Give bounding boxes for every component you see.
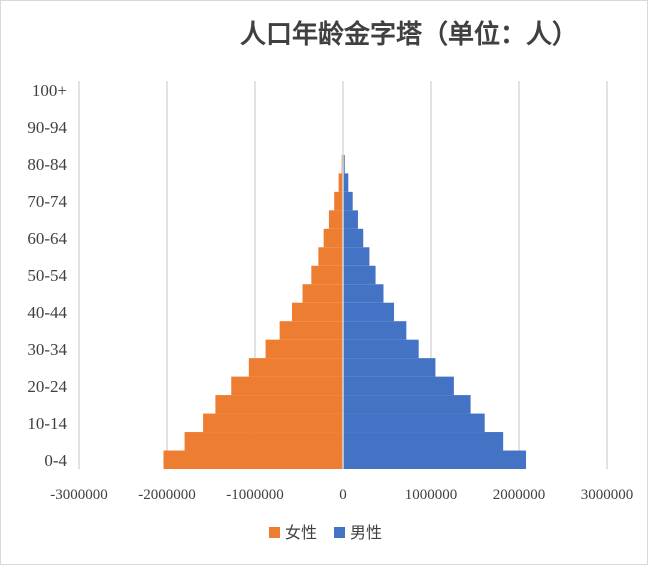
legend-label-male: 男性 (350, 523, 382, 542)
legend-swatch-male (334, 527, 345, 538)
legend-label-female: 女性 (285, 523, 317, 542)
y-tick-label: 50-54 (27, 266, 67, 285)
bar-female-20-24 (231, 377, 343, 395)
bar-male-35-39 (343, 321, 406, 339)
x-tick-label: 1000000 (405, 487, 458, 503)
bar-female-5-9 (185, 432, 343, 450)
bar-female-35-39 (280, 321, 343, 339)
bar-male-50-54 (343, 266, 376, 284)
x-tick-label: 3000000 (581, 487, 634, 503)
bar-male-30-34 (343, 340, 419, 358)
bar-male-20-24 (343, 377, 454, 395)
bars (163, 99, 526, 469)
x-tick-label: -3000000 (50, 487, 108, 503)
bar-male-65-69 (343, 210, 358, 228)
bar-female-70-74 (334, 192, 343, 210)
y-tick-label: 60-64 (27, 229, 67, 248)
y-tick-label: 100+ (32, 81, 67, 100)
legend-swatch-female (269, 527, 280, 538)
bar-female-10-14 (203, 414, 343, 432)
bar-female-30-34 (266, 340, 343, 358)
y-tick-label: 70-74 (27, 192, 67, 211)
bar-female-65-69 (329, 210, 343, 228)
x-tick-label: -2000000 (138, 487, 196, 503)
bar-male-60-64 (343, 229, 363, 247)
bar-male-25-29 (343, 358, 435, 376)
y-tick-label: 0-4 (44, 451, 67, 470)
bar-male-5-9 (343, 432, 503, 450)
bar-female-45-49 (303, 284, 343, 302)
y-tick-label: 40-44 (27, 303, 67, 322)
bar-female-40-44 (292, 303, 343, 321)
x-axis-labels: -3000000 -2000000 -1000000 0 1000000 2000000 3… (50, 487, 633, 503)
bar-male-40-44 (343, 303, 394, 321)
bar-male-0-4 (343, 451, 526, 469)
x-tick-label: -1000000 (226, 487, 284, 503)
chart-title: 人口年龄金字塔（单位：人） (240, 19, 578, 50)
bar-female-60-64 (324, 229, 343, 247)
bar-female-0-4 (163, 451, 343, 469)
y-tick-label: 20-24 (27, 377, 67, 396)
bar-female-15-19 (215, 395, 343, 413)
bar-female-50-54 (311, 266, 343, 284)
bar-male-75-79 (343, 173, 348, 191)
bar-male-45-49 (343, 284, 383, 302)
bar-male-15-19 (343, 395, 471, 413)
bar-male-55-59 (343, 247, 369, 265)
y-tick-label: 30-34 (27, 340, 67, 359)
x-tick-label: 2000000 (493, 487, 546, 503)
y-tick-label: 10-14 (27, 414, 67, 433)
bar-female-25-29 (249, 358, 343, 376)
legend: 女性 男性 (269, 523, 382, 542)
bar-male-70-74 (343, 192, 353, 210)
y-axis-labels: 0-4 10-14 20-24 30-34 40-44 50-54 60-64 70-74 80… (27, 81, 67, 470)
bar-female-55-59 (318, 247, 343, 265)
y-tick-label: 90-94 (27, 118, 67, 137)
x-tick-label: 0 (339, 487, 347, 503)
y-tick-label: 80-84 (27, 155, 67, 174)
bar-male-10-14 (343, 414, 485, 432)
